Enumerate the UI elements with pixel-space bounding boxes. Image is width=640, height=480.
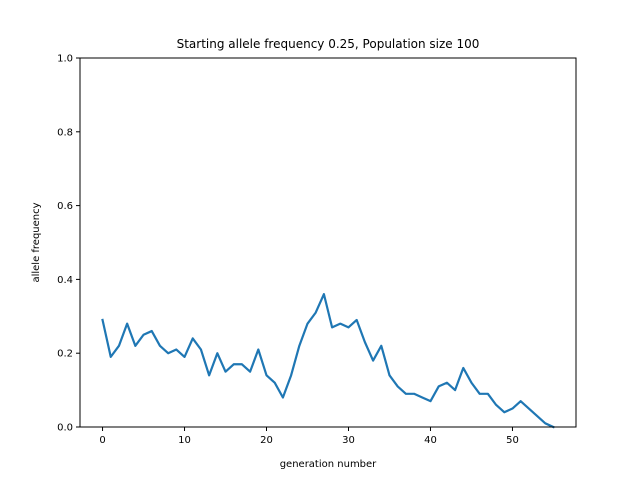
plot-background bbox=[80, 58, 576, 427]
y-tick-label: 0.2 bbox=[57, 349, 73, 360]
x-tick-label: 40 bbox=[424, 435, 437, 446]
x-tick-label: 0 bbox=[99, 435, 105, 446]
y-axis: 0.0 0.2 0.4 0.6 0.8 1.0 bbox=[57, 54, 80, 434]
y-tick-label: 1.0 bbox=[57, 54, 73, 65]
x-axis: 0 10 20 30 40 50 bbox=[99, 427, 519, 446]
y-tick-label: 0.0 bbox=[57, 423, 73, 434]
y-tick-label: 0.6 bbox=[57, 201, 73, 212]
x-tick-label: 50 bbox=[506, 435, 519, 446]
plot-frame bbox=[79, 57, 577, 428]
chart-title: Starting allele frequency 0.25, Populati… bbox=[177, 37, 480, 51]
x-tick-label: 10 bbox=[178, 435, 191, 446]
y-tick-label: 0.8 bbox=[57, 127, 73, 138]
x-tick-label: 30 bbox=[342, 435, 355, 446]
y-axis-label: allele frequency bbox=[31, 202, 42, 282]
x-axis-label: generation number bbox=[280, 459, 377, 470]
series-line bbox=[101, 293, 555, 429]
x-tick-label: 20 bbox=[260, 435, 273, 446]
y-tick-label: 0.4 bbox=[57, 275, 73, 286]
series-layer bbox=[101, 293, 555, 429]
